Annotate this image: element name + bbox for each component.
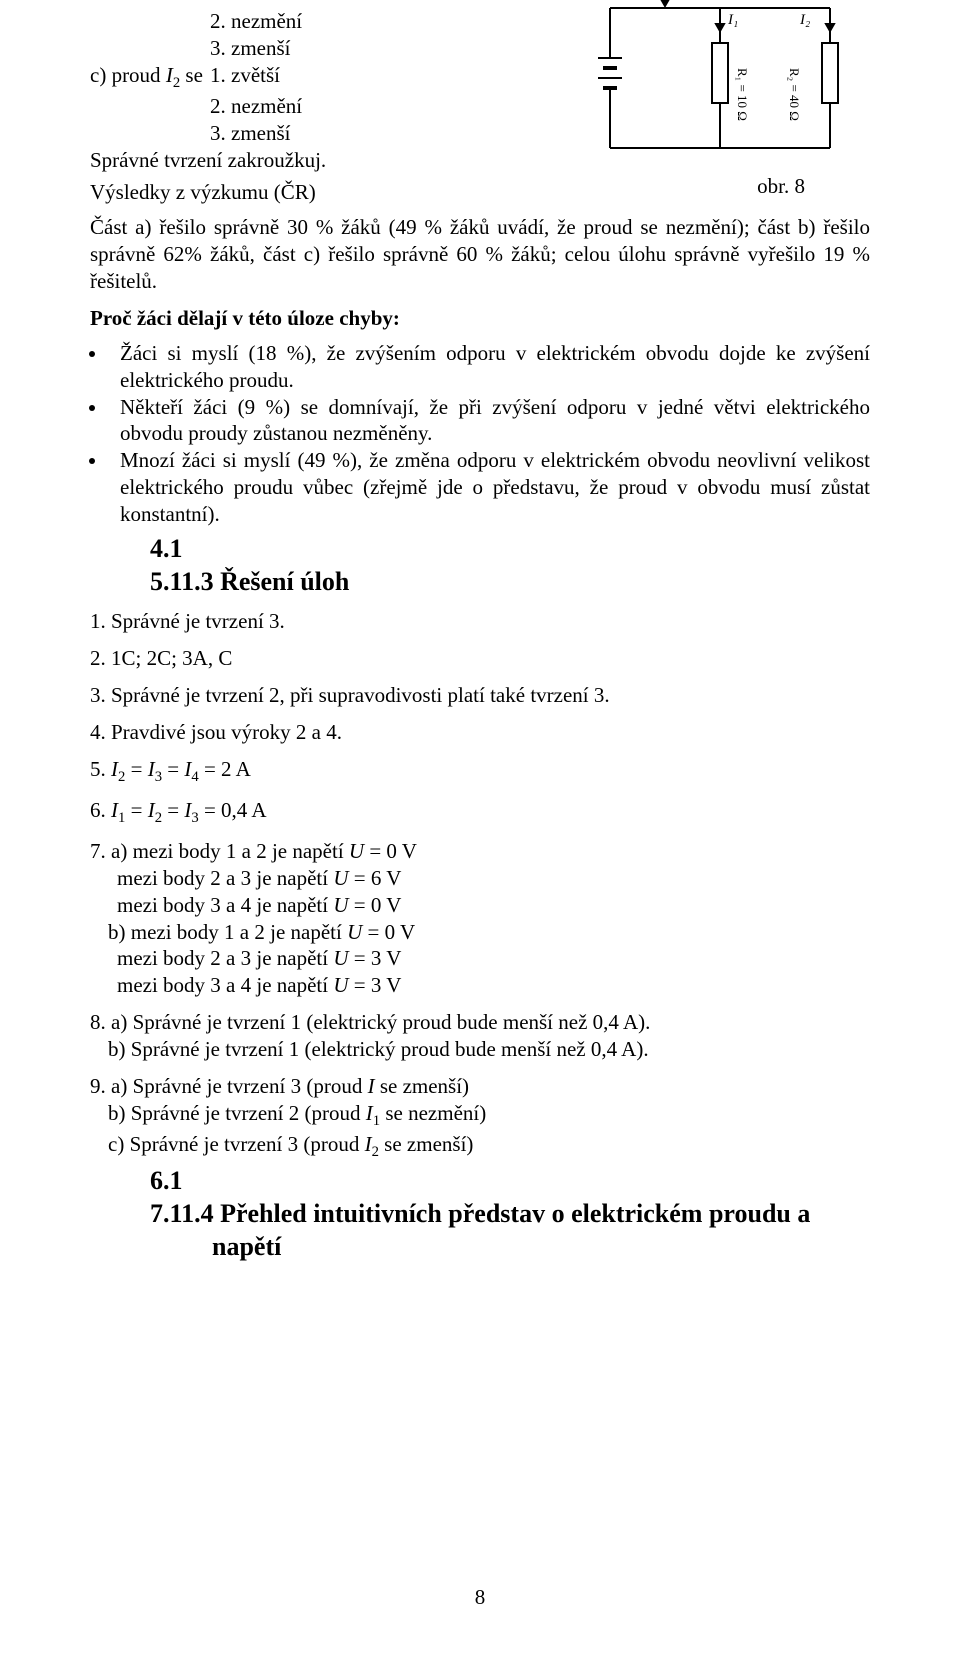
answer-2: 2. 1C; 2C; 3A, C — [90, 645, 870, 672]
answer-9: 9. a) Správné je tvrzení 3 (proud I se z… — [90, 1073, 870, 1162]
label-I1: I₁ — [727, 12, 738, 28]
proud-c-var: I — [166, 63, 173, 87]
proc-heading: Proč žáci dělají v této úloze chyby: — [90, 305, 870, 332]
option-1-zvetsi: 1. zvětší — [210, 62, 280, 93]
label-R2: R₂ = 40 Ω — [787, 68, 802, 121]
vysledky-body: Část a) řešilo správně 30 % žáků (49 % ž… — [90, 214, 870, 295]
page-number: 8 — [0, 1584, 960, 1611]
vysledky-heading: Výsledky z výzkumu (ČR) — [90, 179, 870, 206]
bullet-2: Někteří žáci (9 %) se domnívají, že při … — [108, 394, 870, 448]
label-R1: R₁ = 10 Ω — [735, 68, 750, 121]
answer-6: 6. I1 = I2 = I3 = 0,4 A — [90, 797, 870, 828]
answer-6-prefix: 6. — [90, 798, 111, 822]
label-I: I — [671, 0, 678, 4]
section-5-11-3: 5.11.3 Řešení úloh — [150, 565, 870, 598]
section-6-1: 6.1 — [150, 1164, 870, 1197]
answer-3: 3. Správné je tvrzení 2, při supravodivo… — [90, 682, 870, 709]
label-I2: I₂ — [799, 12, 810, 28]
answer-4: 4. Pravdivé jsou výroky 2 a 4. — [90, 719, 870, 746]
answer-1: 1. Správné je tvrzení 3. — [90, 608, 870, 635]
bullet-3: Mnozí žáci si myslí (49 %), že změna odp… — [108, 447, 870, 528]
answer-8-a: 8. a) Správné je tvrzení 1 (elektrický p… — [90, 1010, 650, 1034]
section-4-1: 4.1 — [150, 532, 870, 565]
bullet-1: Žáci si myslí (18 %), že zvýšením odporu… — [108, 340, 870, 394]
proud-c-prefix: c) proud — [90, 63, 166, 87]
section-7-11-4: 7.11.4 Přehled intuitivních představ o e… — [150, 1197, 870, 1264]
figure-caption: obr. 8 — [757, 173, 805, 200]
answer-8-b: b) Správné je tvrzení 1 (elektrický prou… — [108, 1037, 649, 1061]
proud-c-suffix: se — [180, 63, 203, 87]
answer-8: 8. a) Správné je tvrzení 1 (elektrický p… — [90, 1009, 870, 1063]
answer-7: 7. a) mezi body 1 a 2 je napětí U = 0 V … — [90, 838, 870, 999]
circuit-diagram: I I₁ I₂ R₁ = 10 Ω R₂ = 40 Ω — [590, 0, 850, 163]
answer-5: 5. I2 = I3 = I4 = 2 A — [90, 756, 870, 787]
proud-c-label: c) proud I2 se — [90, 62, 210, 93]
answer-5-prefix: 5. — [90, 757, 111, 781]
